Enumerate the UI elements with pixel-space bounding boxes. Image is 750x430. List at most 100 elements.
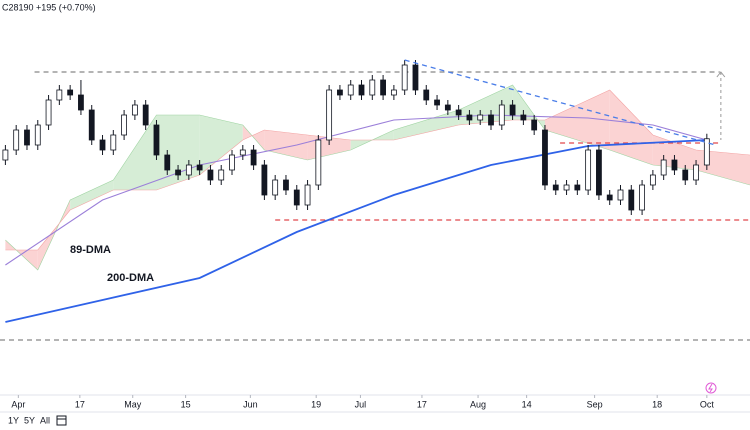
cloud-segment — [199, 115, 243, 175]
candle-body — [671, 159, 678, 171]
arrow-head — [716, 71, 726, 78]
candle-body — [121, 114, 128, 136]
cloud-segment — [393, 110, 459, 140]
cloud-segment — [544, 90, 610, 150]
candle-body — [563, 184, 570, 191]
candle-body — [693, 164, 699, 181]
candle-body — [218, 169, 225, 181]
cloud-segment — [70, 180, 114, 210]
candle-body — [13, 129, 20, 151]
candle-body — [660, 159, 667, 176]
ma-label: 200-DMA — [107, 272, 154, 284]
cloud-edge — [5, 84, 750, 271]
candle-body — [164, 154, 171, 171]
candle-body — [207, 169, 214, 181]
x-tick-label: Apr — [11, 399, 25, 409]
candle-body — [67, 89, 74, 96]
candle-body — [649, 174, 656, 186]
x-tick-label: Oct — [700, 399, 715, 409]
candle-body — [520, 114, 527, 121]
candle-body — [531, 119, 538, 131]
candle-body — [628, 189, 635, 211]
candle-body — [283, 179, 289, 191]
candle-body — [585, 149, 592, 191]
cloud-segment — [609, 90, 653, 165]
candle-body — [315, 139, 322, 186]
candle-body — [423, 89, 430, 101]
candle-body — [477, 114, 484, 121]
candle-body — [45, 99, 52, 126]
candle-body — [444, 104, 451, 111]
calendar-icon[interactable] — [56, 415, 67, 426]
candle-body — [412, 64, 419, 91]
candle-body — [509, 104, 516, 116]
plot-area: 89-DMA 200-DMA — [0, 59, 750, 341]
range-button[interactable]: All — [40, 415, 50, 425]
x-tick-label: Jul — [355, 399, 367, 409]
x-tick-label: 19 — [311, 399, 321, 409]
candle-body — [498, 104, 505, 126]
x-tick-label: Jun — [243, 399, 258, 409]
candle-body — [153, 124, 160, 156]
x-tick-label: Aug — [470, 399, 486, 409]
candle-body — [358, 84, 365, 96]
candle-body — [552, 184, 559, 191]
candle-body — [488, 114, 494, 126]
candle-body — [239, 149, 246, 156]
candle-body — [639, 184, 645, 211]
ma-label: 89-DMA — [70, 244, 111, 256]
ma-line — [5, 114, 707, 266]
candle-body — [390, 89, 397, 96]
candle-body — [682, 169, 689, 181]
candle-body — [131, 104, 138, 116]
candle-body — [250, 149, 257, 166]
cloud-edge — [5, 89, 750, 251]
range-button[interactable]: 1Y — [8, 415, 19, 425]
ma-line — [5, 139, 707, 323]
candle-body — [293, 189, 300, 206]
candle-body — [261, 164, 268, 196]
candle-body — [617, 189, 624, 201]
candle-body — [703, 138, 710, 166]
cloud-segment — [113, 115, 157, 190]
candle-body — [175, 169, 181, 176]
candle-body — [455, 109, 462, 116]
candle-body — [380, 79, 386, 96]
candle-body — [229, 154, 235, 171]
candle-body — [369, 79, 376, 96]
candle-body — [272, 179, 279, 196]
x-tick-label: May — [124, 399, 142, 409]
x-tick-label: 17 — [417, 399, 427, 409]
x-tick-label: 18 — [652, 399, 662, 409]
candle-body — [542, 129, 548, 186]
candle-body — [347, 84, 354, 96]
candle-body — [434, 99, 440, 106]
candle-body — [574, 184, 581, 191]
candle-body — [110, 134, 117, 151]
candle-body — [466, 114, 473, 121]
candle-body — [401, 64, 408, 91]
alert-icon[interactable] — [705, 382, 717, 394]
range-button[interactable]: 5Y — [24, 415, 35, 425]
x-tick-label: 17 — [75, 399, 85, 409]
candle-body — [24, 129, 30, 146]
candle-body — [304, 184, 311, 206]
candle-body — [326, 89, 333, 141]
candle-body — [56, 89, 63, 101]
candle-body — [596, 149, 602, 196]
candle-body — [142, 104, 149, 126]
candle-body — [88, 109, 95, 141]
candle-body — [99, 139, 106, 151]
candle-body — [2, 149, 9, 161]
candle-body — [196, 164, 203, 171]
candle-body — [78, 94, 84, 111]
candle-body — [337, 89, 343, 96]
candle-body — [185, 164, 192, 176]
x-tick-label: Sep — [587, 399, 603, 409]
candle-body — [34, 124, 41, 146]
candle-body — [606, 194, 613, 201]
price-header: C28190 +195 (+0.70%) — [2, 2, 96, 12]
x-tick-label: 14 — [522, 399, 532, 409]
x-tick-label: 15 — [181, 399, 191, 409]
